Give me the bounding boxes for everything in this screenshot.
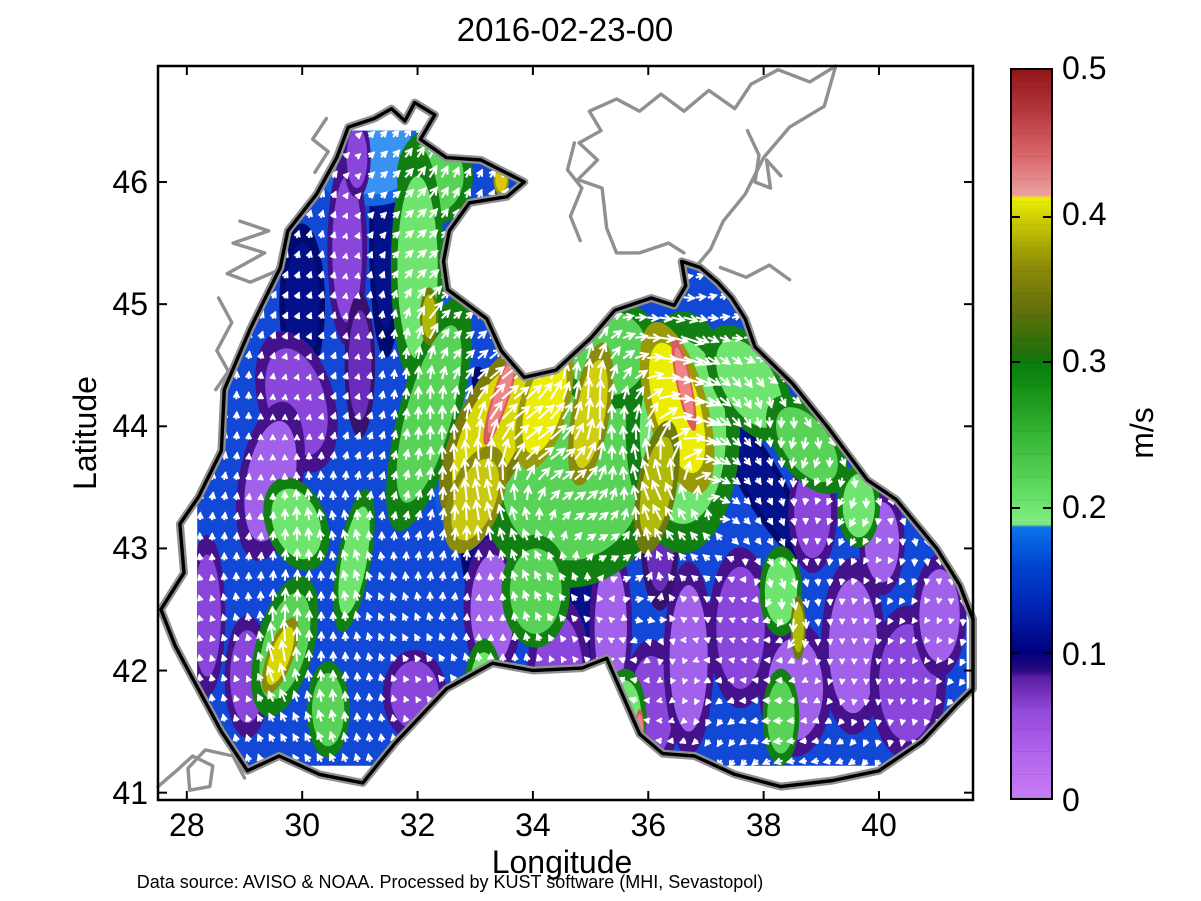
gray-coastal-feature <box>310 116 330 174</box>
colorbar-tick-mark <box>1043 652 1051 655</box>
x-tick-label: 30 <box>284 807 320 843</box>
y-tick-label: 43 <box>112 530 148 567</box>
gray-coastal-feature <box>718 263 792 282</box>
colorbar-tick-mark <box>1012 215 1020 218</box>
axis-tick-marks <box>158 66 973 800</box>
x-tick-label: 36 <box>630 807 667 843</box>
secondary-coastlines <box>156 64 838 792</box>
y-tick-label: 42 <box>112 652 148 689</box>
sea-region <box>197 130 967 766</box>
plot-frame <box>156 64 975 802</box>
gray-coastal-feature <box>745 129 783 190</box>
colorbar-tick-mark <box>1012 506 1020 509</box>
colorbar-tick-label: 0.2 <box>1062 489 1107 526</box>
x-axis-label: Longitude <box>491 844 633 880</box>
colorbar-tick-mark <box>1043 361 1051 364</box>
data-source-caption: Data source: AVISO & NOAA. Processed by … <box>136 872 764 892</box>
sea-of-azov-outline <box>576 64 838 267</box>
colorbar-tick-label: 0.5 <box>1062 50 1107 86</box>
y-tick-label: 45 <box>112 286 148 323</box>
colorbar-tick-mark <box>1043 506 1051 509</box>
y-tick-label: 46 <box>112 164 148 201</box>
gray-coastal-feature <box>225 219 281 284</box>
colorbar-unit-label: m/s <box>1124 407 1160 459</box>
colorbar <box>1010 68 1053 800</box>
x-tick-label: 28 <box>169 807 205 843</box>
colorbar-tick-mark <box>1012 361 1020 364</box>
colorbar-tick-label: 0 <box>1062 782 1080 818</box>
x-tick-label: 38 <box>745 807 782 843</box>
x-tick-label: 32 <box>399 807 436 843</box>
x-tick-label: 40 <box>861 807 897 843</box>
colorbar-tick-label: 0.3 <box>1062 342 1107 379</box>
y-tick-label: 41 <box>112 774 148 811</box>
colorbar-tick-mark <box>1012 652 1020 655</box>
colorbar-tick-label: 0.4 <box>1062 196 1107 233</box>
y-tick-label: 44 <box>112 408 148 445</box>
gray-coastal-feature <box>214 296 234 392</box>
colorbar-tick-label: 0.1 <box>1062 635 1107 672</box>
figure-title: 2016-02-23-00 <box>456 11 674 48</box>
gray-coastal-feature <box>156 748 247 792</box>
current-arrows-layer <box>197 130 967 766</box>
colorbar-tick-mark <box>1043 215 1051 218</box>
black-sea-coastline <box>159 100 975 789</box>
x-tick-label: 34 <box>515 807 551 843</box>
gray-coastal-feature <box>565 141 584 243</box>
